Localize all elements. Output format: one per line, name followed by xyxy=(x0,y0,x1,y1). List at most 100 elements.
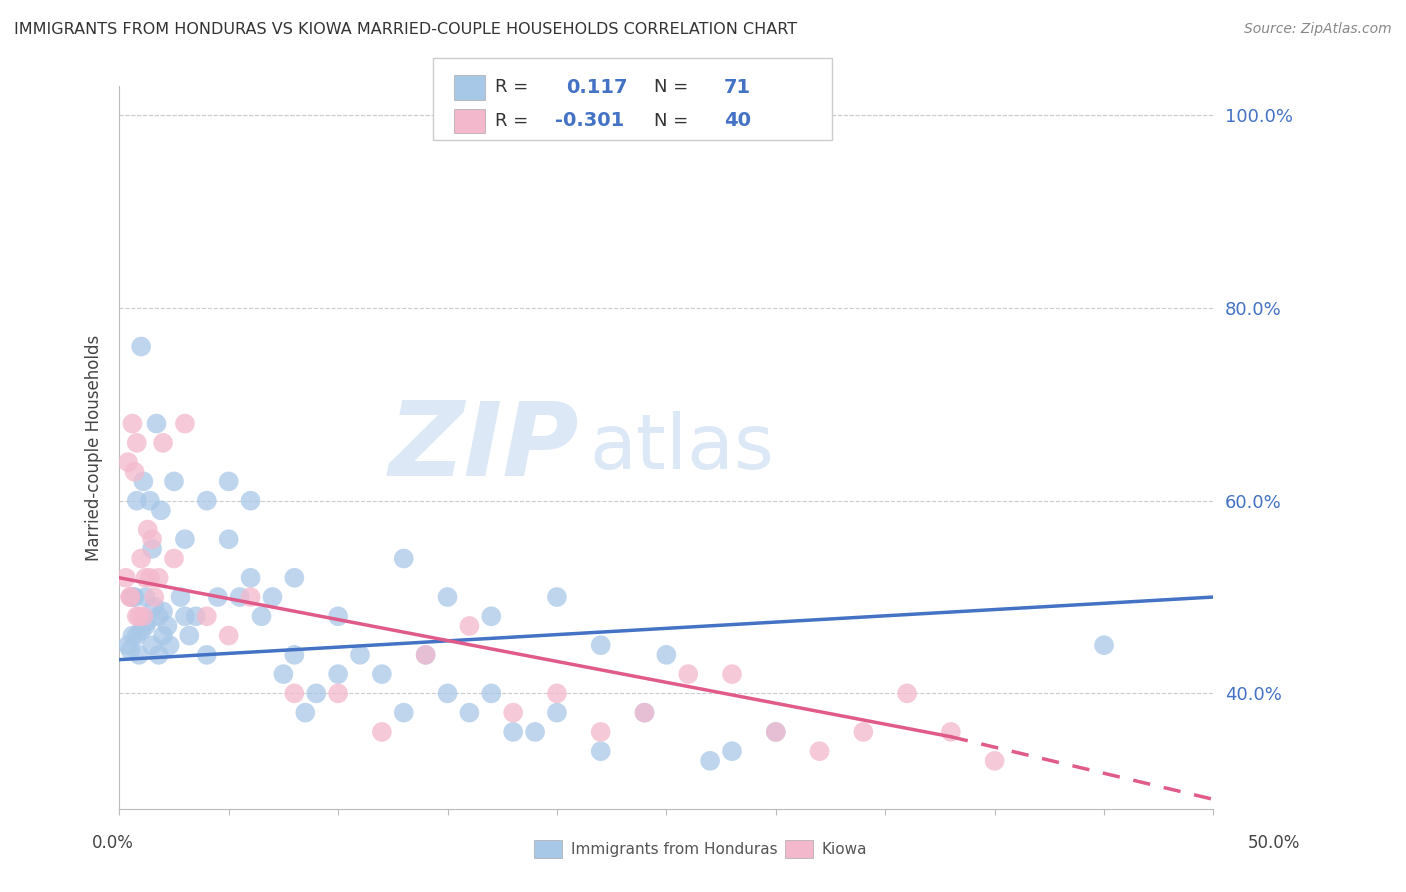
Point xyxy=(195,648,218,662)
Point xyxy=(218,475,240,489)
Point xyxy=(655,648,678,662)
Point xyxy=(124,465,146,479)
Point xyxy=(156,619,179,633)
Point xyxy=(305,686,328,700)
Point xyxy=(436,590,458,604)
Point xyxy=(262,590,284,604)
Text: R =: R = xyxy=(495,112,534,130)
Point xyxy=(392,551,415,566)
Point xyxy=(195,493,218,508)
Point xyxy=(174,533,197,547)
Point xyxy=(273,667,295,681)
Text: R =: R = xyxy=(495,78,534,96)
Point xyxy=(250,609,273,624)
Text: 50.0%: 50.0% xyxy=(1249,834,1301,852)
Point xyxy=(141,533,163,547)
Point xyxy=(415,648,437,662)
Point xyxy=(149,503,172,517)
Point xyxy=(139,493,162,508)
Point xyxy=(148,609,170,624)
Point xyxy=(169,590,191,604)
Point xyxy=(174,609,197,624)
Text: N =: N = xyxy=(654,112,693,130)
Point xyxy=(117,455,139,469)
Point xyxy=(808,744,831,758)
Text: Immigrants from Honduras: Immigrants from Honduras xyxy=(571,842,778,856)
Text: -0.301: -0.301 xyxy=(555,112,624,130)
Point xyxy=(546,686,568,700)
Point xyxy=(163,475,186,489)
Point xyxy=(132,475,155,489)
Point xyxy=(326,667,349,681)
Point xyxy=(589,638,612,652)
Point xyxy=(143,590,166,604)
Point xyxy=(458,619,481,633)
Point xyxy=(152,629,174,643)
Point xyxy=(125,493,148,508)
Point xyxy=(120,590,142,604)
Point xyxy=(436,686,458,700)
Point xyxy=(148,648,170,662)
Point xyxy=(174,417,197,431)
Point xyxy=(207,590,229,604)
Point xyxy=(239,493,262,508)
Y-axis label: Married-couple Households: Married-couple Households xyxy=(86,334,103,561)
Point xyxy=(239,571,262,585)
Point xyxy=(125,629,148,643)
Text: Source: ZipAtlas.com: Source: ZipAtlas.com xyxy=(1244,22,1392,37)
Text: IMMIGRANTS FROM HONDURAS VS KIOWA MARRIED-COUPLE HOUSEHOLDS CORRELATION CHART: IMMIGRANTS FROM HONDURAS VS KIOWA MARRIE… xyxy=(14,22,797,37)
Point xyxy=(139,571,162,585)
Point xyxy=(124,590,146,604)
Point xyxy=(415,648,437,662)
Point xyxy=(128,648,150,662)
Text: 40: 40 xyxy=(724,112,751,130)
Text: 0.117: 0.117 xyxy=(567,78,628,96)
Point xyxy=(129,551,152,566)
Point xyxy=(326,686,349,700)
Point xyxy=(721,744,744,758)
Point xyxy=(294,706,316,720)
Point xyxy=(479,686,502,700)
Point xyxy=(141,638,163,652)
Point xyxy=(546,706,568,720)
Point xyxy=(132,609,155,624)
Point xyxy=(128,609,150,624)
Point xyxy=(129,624,152,638)
Point xyxy=(129,339,152,353)
Point xyxy=(983,754,1005,768)
Point xyxy=(678,667,700,681)
Point xyxy=(121,590,143,604)
Point xyxy=(1092,638,1115,652)
Point xyxy=(765,725,787,739)
Point xyxy=(502,725,524,739)
Point xyxy=(699,754,721,768)
Point xyxy=(392,706,415,720)
Point xyxy=(326,609,349,624)
Text: ZIP: ZIP xyxy=(388,397,579,499)
Point xyxy=(896,686,918,700)
Point xyxy=(371,725,394,739)
Point xyxy=(218,629,240,643)
Point xyxy=(135,619,157,633)
Point xyxy=(852,725,875,739)
Point xyxy=(479,609,502,624)
Point xyxy=(721,667,744,681)
Text: Kiowa: Kiowa xyxy=(821,842,866,856)
Point xyxy=(136,523,159,537)
Point xyxy=(195,609,218,624)
Point xyxy=(239,590,262,604)
Point xyxy=(125,609,148,624)
Point xyxy=(135,571,157,585)
Point xyxy=(218,533,240,547)
Text: N =: N = xyxy=(654,78,693,96)
Point xyxy=(163,551,186,566)
Point xyxy=(184,609,207,624)
Point xyxy=(283,648,305,662)
Point xyxy=(141,541,163,556)
Point xyxy=(633,706,655,720)
Point xyxy=(120,590,142,604)
Point xyxy=(546,590,568,604)
Point xyxy=(179,629,201,643)
Text: 0.0%: 0.0% xyxy=(91,834,134,852)
Text: 71: 71 xyxy=(724,78,751,96)
